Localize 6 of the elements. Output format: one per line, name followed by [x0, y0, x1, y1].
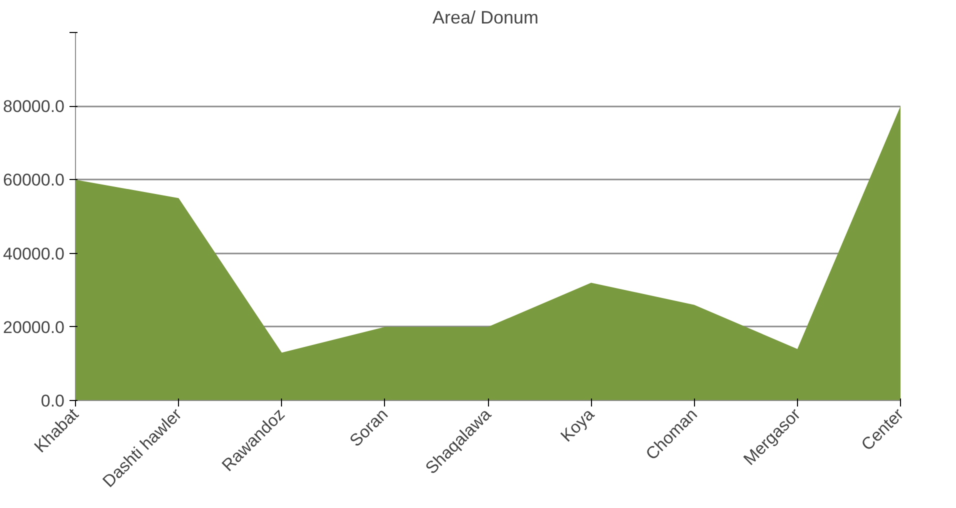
chart-title: Area/ Donum	[432, 8, 539, 28]
y-tick-label: 60000.0	[3, 170, 64, 190]
y-tick-label: 40000.0	[3, 244, 64, 264]
y-tick-label: 20000.0	[3, 318, 64, 337]
y-tick-label: 0.0	[40, 392, 65, 410]
y-tick-label: 80000.0	[3, 97, 64, 116]
